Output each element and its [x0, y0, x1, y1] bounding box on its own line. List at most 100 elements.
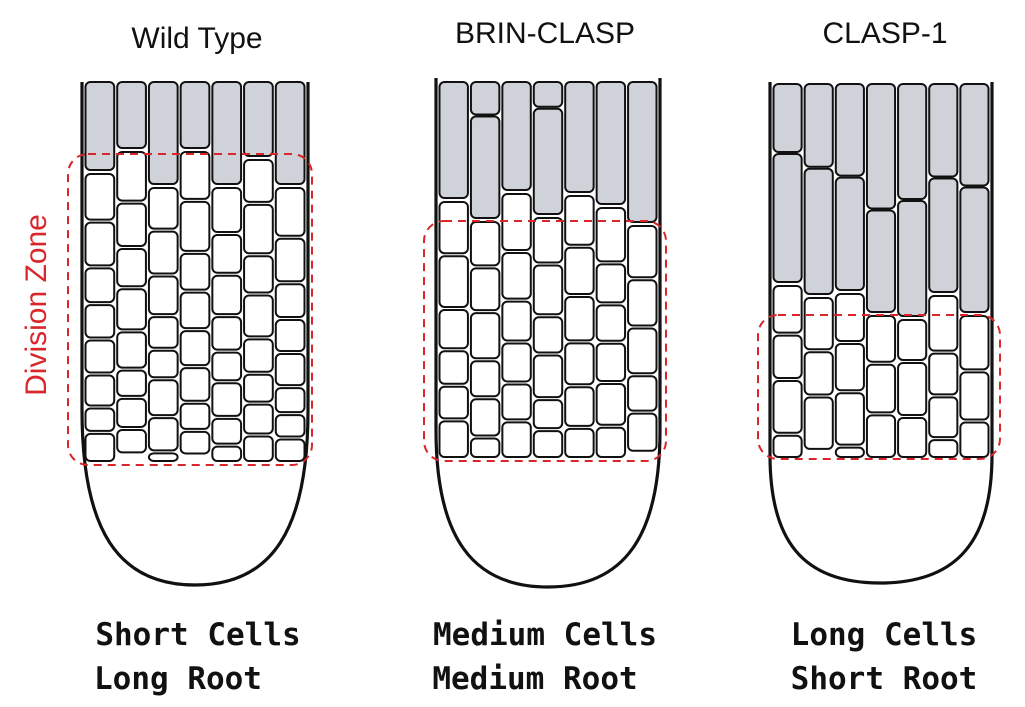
elongated-cell	[179, 81, 211, 149]
elongated-cell	[897, 200, 928, 317]
dividing-cell	[84, 374, 116, 407]
dividing-cell	[211, 234, 243, 274]
dividing-cell	[564, 195, 595, 246]
elongated-cell	[834, 176, 865, 292]
dividing-cell	[897, 319, 928, 361]
dividing-cell	[243, 159, 274, 203]
panel-title: Wild Type	[131, 22, 262, 55]
dividing-cell	[274, 387, 306, 414]
dividing-cell	[627, 279, 658, 327]
elongated-cell	[84, 81, 116, 171]
elongated-cell	[532, 107, 564, 215]
dividing-cell	[928, 396, 959, 439]
caption-root: Short Root	[791, 661, 978, 697]
dividing-cell	[469, 267, 501, 312]
division-zone-cells	[438, 193, 658, 459]
dividing-cell	[274, 353, 306, 387]
dividing-cell	[627, 412, 658, 452]
dividing-cell	[147, 452, 179, 463]
elongated-cell	[438, 81, 469, 199]
dividing-cell	[595, 207, 627, 263]
elongated-cell	[928, 83, 959, 178]
dividing-cell	[179, 330, 211, 367]
elongated-cell	[627, 81, 658, 223]
dividing-cell	[834, 342, 865, 392]
elongated-cell	[595, 81, 627, 205]
dividing-cell	[211, 316, 243, 351]
elongated-cell	[928, 177, 959, 293]
dividing-cell	[865, 363, 897, 414]
root-outline	[434, 78, 662, 589]
dividing-cell	[772, 434, 803, 459]
dividing-cell	[532, 316, 564, 354]
elongated-cell	[865, 209, 897, 313]
dividing-cell	[147, 316, 179, 349]
elongated-cell	[865, 83, 897, 210]
dividing-cell	[84, 304, 116, 339]
dividing-cell	[274, 237, 306, 283]
dividing-cell	[469, 360, 501, 398]
dividing-cell	[438, 201, 469, 255]
dividing-cell	[627, 327, 658, 375]
dividing-cell	[243, 255, 274, 294]
dividing-cell	[501, 300, 532, 342]
dividing-cell	[532, 354, 564, 399]
elongated-cell	[959, 186, 990, 313]
dividing-cell	[501, 342, 532, 383]
dividing-cell	[501, 421, 532, 458]
dividing-cell	[469, 312, 501, 360]
dividing-cell	[179, 151, 211, 200]
dividing-cell	[595, 426, 627, 458]
dividing-cell	[959, 315, 990, 371]
panel-wild-type: Wild Type Short Cells Long Root	[67, 22, 313, 697]
division-zone-outline	[757, 314, 1001, 460]
dividing-cell	[243, 294, 274, 338]
elongated-cell	[274, 81, 306, 185]
dividing-cell	[803, 351, 834, 396]
dividing-cell	[116, 428, 147, 454]
dividing-cell	[532, 264, 564, 316]
dividing-cell	[772, 380, 803, 434]
dividing-cell	[928, 295, 959, 352]
division-zone-cells	[772, 285, 990, 459]
dividing-cell	[84, 339, 116, 374]
dividing-cell	[564, 427, 595, 458]
dividing-cell	[438, 350, 469, 385]
caption-cells: Medium Cells	[433, 617, 657, 653]
dividing-cell	[438, 420, 469, 458]
dividing-cell	[179, 367, 211, 402]
dividing-cell	[928, 439, 959, 459]
elongated-cell	[803, 83, 834, 168]
dividing-cell	[243, 403, 274, 435]
elongated-cell	[211, 81, 243, 185]
dividing-cell	[595, 263, 627, 304]
dividing-cell	[179, 430, 211, 455]
dividing-cell	[116, 331, 147, 369]
elongated-cell	[501, 81, 532, 191]
caption-root: Long Root	[94, 661, 262, 697]
dividing-cell	[179, 200, 211, 252]
panel-clasp-1: CLASP-1 Long Cells Short Root	[757, 17, 1001, 697]
dividing-cell	[564, 386, 595, 427]
dividing-cell	[179, 402, 211, 430]
dividing-cell	[179, 291, 211, 330]
dividing-cell	[243, 203, 274, 255]
dividing-cell	[274, 187, 306, 237]
elongated-cell	[564, 81, 595, 193]
dividing-cell	[147, 379, 179, 417]
dividing-cell	[595, 383, 627, 426]
elongated-cell	[532, 81, 564, 108]
elongation-zone-cells	[438, 81, 658, 223]
elongated-cell	[469, 81, 501, 116]
dividing-cell	[438, 255, 469, 308]
dividing-cell	[147, 187, 179, 230]
dividing-cell	[501, 252, 532, 300]
dividing-cell	[532, 430, 564, 459]
elongated-cell	[116, 81, 147, 149]
dividing-cell	[243, 338, 274, 373]
dividing-cell	[116, 397, 147, 428]
dividing-cell	[438, 385, 469, 420]
dividing-cell	[532, 399, 564, 430]
dividing-cell	[116, 151, 147, 202]
